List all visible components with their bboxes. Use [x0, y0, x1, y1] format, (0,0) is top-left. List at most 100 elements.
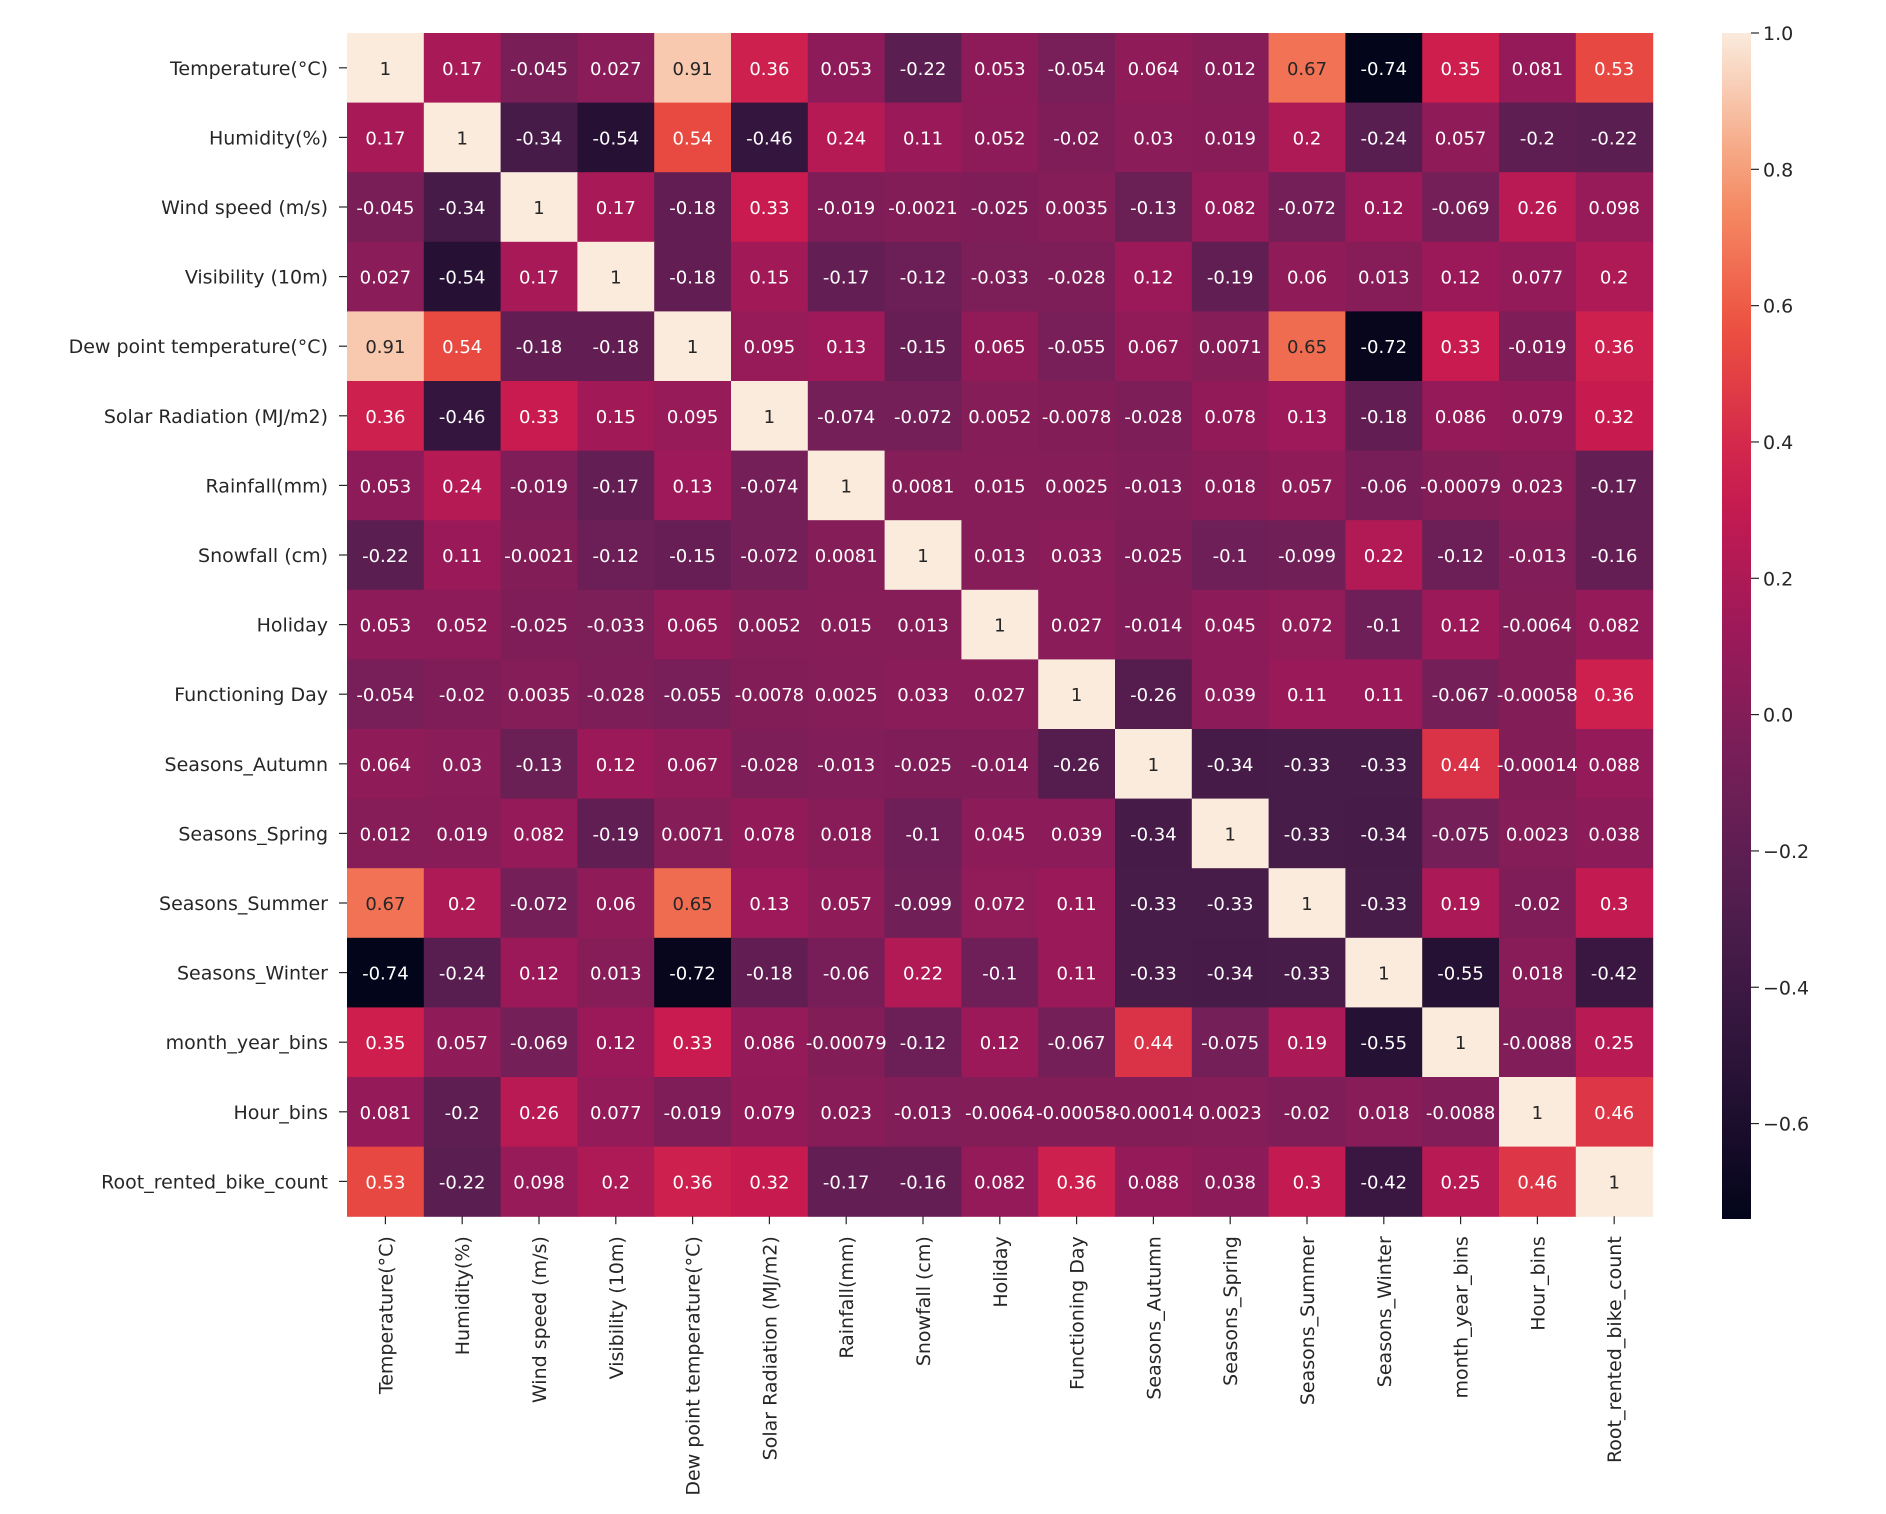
cell-value-label: 0.32 [749, 1172, 789, 1193]
heatmap-cell [884, 937, 962, 1008]
heatmap-cell [500, 868, 578, 939]
x-tick-label: Holiday [990, 1236, 1012, 1307]
heatmap-cell [1038, 937, 1116, 1008]
cell-value-label: 0.12 [1364, 198, 1404, 219]
heatmap-cell [577, 659, 655, 730]
cell-value-label: 0.019 [1204, 128, 1256, 149]
heatmap-cell [1345, 1146, 1423, 1217]
heatmap-cell [1575, 1077, 1654, 1148]
cell-value-label: 0.053 [820, 59, 872, 80]
heatmap-cell [1345, 798, 1423, 869]
heatmap-cell [884, 798, 962, 869]
cell-value-label: 1 [687, 337, 698, 358]
heatmap-cell [884, 102, 962, 173]
cell-value-label: -0.028 [740, 755, 798, 776]
heatmap-cell-labels: 1 0.17 -0.045 0.027 0.91 0.36 0.053 -0.22 0.053 -… [356, 59, 1640, 1194]
cell-value-label: -0.16 [1591, 546, 1638, 567]
heatmap-cell [500, 102, 578, 173]
heatmap-cell [577, 798, 655, 869]
heatmap-cell [1499, 868, 1577, 939]
cell-value-label: -0.06 [823, 964, 870, 985]
heatmap-cell [423, 450, 502, 521]
cell-value-label: 0.54 [673, 128, 713, 149]
heatmap-cell [884, 520, 962, 591]
cell-value-label: 0.11 [1057, 964, 1097, 985]
cell-value-label: -0.33 [1284, 824, 1331, 845]
cell-value-label: 0.33 [749, 198, 789, 219]
cell-value-label: -0.014 [1124, 616, 1182, 637]
cell-value-label: -0.13 [516, 755, 563, 776]
cell-value-label: 0.44 [1441, 755, 1481, 776]
heatmap-cell [807, 450, 886, 521]
cell-value-label: 0.17 [596, 198, 636, 219]
heatmap-cell [577, 1077, 655, 1148]
cell-value-label: 1 [1148, 755, 1159, 776]
heatmap-cell [1038, 311, 1116, 382]
heatmap-cell [807, 1007, 886, 1078]
cell-value-label: 0.17 [442, 59, 482, 80]
heatmap-cell [1422, 450, 1500, 521]
heatmap-cell [731, 589, 809, 660]
cell-value-label: 0.027 [974, 685, 1026, 706]
y-axis-tick-labels: Temperature(°C) Humidity(%) Wind speed (m/… [69, 58, 347, 1193]
cell-value-label: -0.18 [1361, 407, 1408, 428]
y-tick-label: Visibility (10m) [185, 267, 328, 289]
heatmap-cell [1345, 172, 1423, 243]
cell-value-label: 0.065 [974, 337, 1026, 358]
cell-value-label: -0.00058 [1497, 685, 1578, 706]
cell-value-label: 0.12 [596, 755, 636, 776]
cell-value-label: -0.025 [1124, 546, 1182, 567]
cell-value-label: -0.18 [669, 268, 716, 289]
heatmap-cell [1191, 659, 1270, 730]
cell-value-label: 0.11 [1287, 685, 1327, 706]
heatmap-cell [347, 1146, 425, 1217]
heatmap-cell [1038, 172, 1116, 243]
heatmap-cell [347, 33, 425, 104]
y-tick-label: Snowfall (cm) [198, 545, 328, 567]
heatmap-cell [1422, 589, 1500, 660]
heatmap-cell [1499, 659, 1577, 730]
heatmap-cell [731, 1077, 809, 1148]
cell-value-label: -0.46 [439, 407, 486, 428]
heatmap-cell [961, 1007, 1039, 1078]
cell-value-label: 0.033 [897, 685, 949, 706]
x-tick-label: Hour_bins [1527, 1236, 1549, 1331]
cell-value-label: -0.74 [362, 964, 409, 985]
cell-value-label: 0.018 [1204, 476, 1256, 497]
cell-value-label: 0.067 [667, 755, 719, 776]
x-tick-label: Humidity(%) [452, 1236, 474, 1355]
cell-value-label: 0.24 [442, 476, 482, 497]
cell-value-label: 0.012 [360, 824, 412, 845]
heatmap-cell [1499, 1146, 1577, 1217]
cell-value-label: -0.0078 [1042, 407, 1111, 428]
heatmap-cell [1115, 1007, 1193, 1078]
y-tick-label: Hour_bins [233, 1102, 328, 1124]
cell-value-label: 0.045 [1204, 616, 1256, 637]
cell-value-label: -0.72 [1361, 337, 1408, 358]
heatmap-cell [807, 937, 886, 1008]
cell-value-label: 0.19 [1287, 1033, 1327, 1054]
heatmap-cell [654, 241, 732, 312]
heatmap-cell [500, 520, 578, 591]
heatmap-cell [1115, 729, 1193, 800]
heatmap-cell [1038, 102, 1116, 173]
heatmap-cell [577, 450, 655, 521]
cell-value-label: -0.33 [1130, 964, 1177, 985]
cell-value-label: 0.53 [365, 1172, 405, 1193]
cell-value-label: 0.0081 [892, 476, 955, 497]
heatmap-cell [577, 1007, 655, 1078]
cell-value-label: 0.064 [1128, 59, 1180, 80]
heatmap-cell [731, 381, 809, 452]
cell-value-label: -0.34 [439, 198, 486, 219]
heatmap-cell [1422, 241, 1500, 312]
cell-value-label: 0.0023 [1199, 1103, 1262, 1124]
heatmap-cell [500, 659, 578, 730]
heatmap-cell [347, 520, 425, 591]
heatmap-cell [1268, 589, 1346, 660]
heatmap-cell [884, 729, 962, 800]
heatmap-cell [1191, 1007, 1270, 1078]
heatmap-cell [1422, 1146, 1500, 1217]
heatmap-cell [1345, 1077, 1423, 1148]
cell-value-label: -0.013 [894, 1103, 952, 1124]
x-tick-label: Snowfall (cm) [913, 1236, 935, 1366]
